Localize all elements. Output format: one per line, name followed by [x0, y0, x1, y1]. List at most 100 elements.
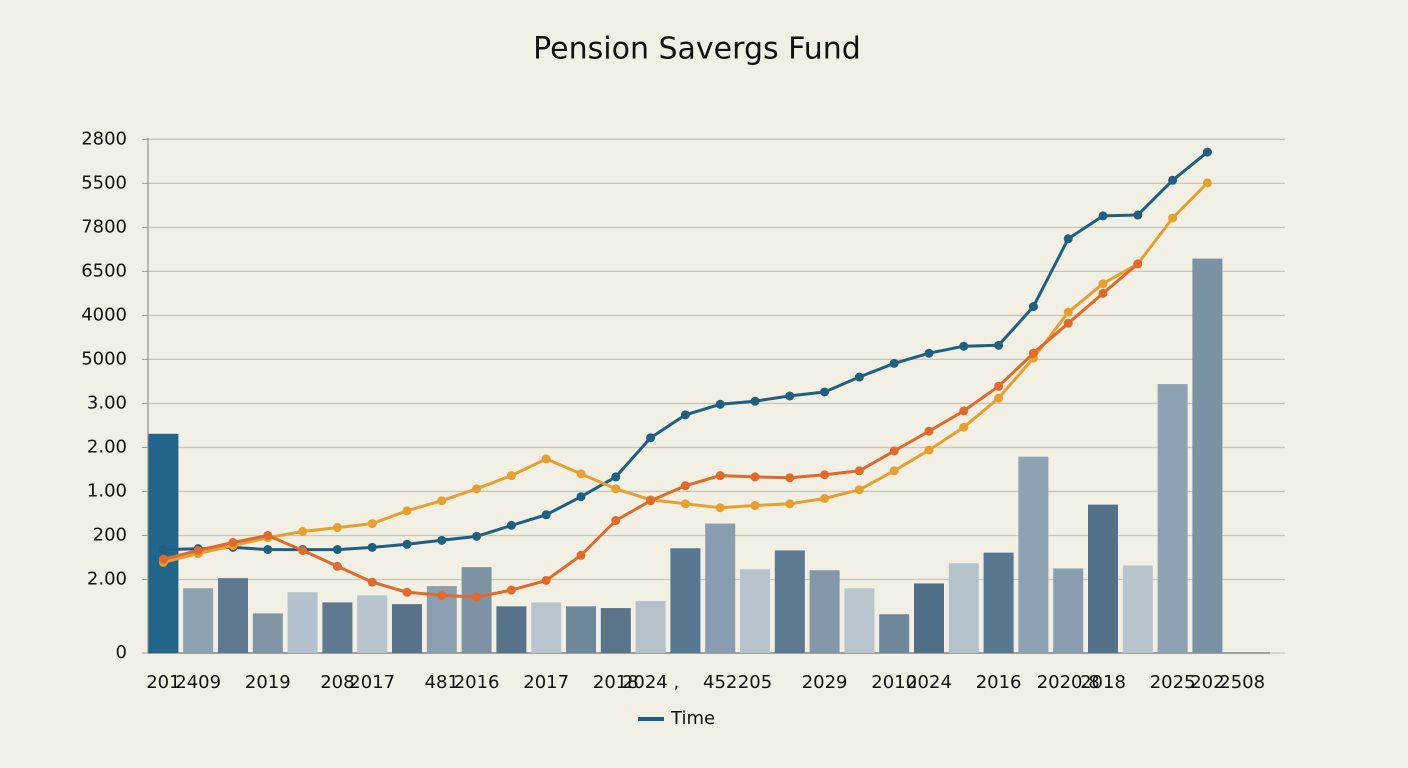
line-marker: [1098, 288, 1108, 298]
line-marker: [541, 510, 551, 520]
bar: [914, 583, 944, 653]
x-tick-label: 208: [320, 672, 354, 693]
x-tick-label: 2508: [1219, 672, 1265, 693]
bar: [252, 613, 283, 653]
bar: [1018, 456, 1049, 653]
bar: [392, 604, 422, 653]
x-tick-label: 2016: [454, 672, 500, 693]
line-marker: [889, 358, 899, 368]
x-tick-label: 2018: [1080, 672, 1126, 693]
line-marker: [715, 471, 725, 481]
line-marker: [1202, 178, 1212, 188]
line-marker: [332, 545, 342, 555]
x-tick-label: 2020.8: [1037, 672, 1100, 693]
bar: [809, 570, 840, 653]
line-marker: [785, 391, 795, 401]
line-marker: [750, 501, 760, 511]
line-marker: [959, 341, 969, 351]
x-tick-label: 2029: [802, 672, 848, 693]
line-marker: [472, 592, 482, 602]
line-marker: [506, 471, 516, 481]
line-marker: [1028, 302, 1038, 312]
y-tick-label: 2.00: [87, 436, 127, 457]
line-marker: [785, 473, 795, 483]
bar: [983, 552, 1014, 653]
x-tick-label: 2016: [976, 672, 1022, 693]
y-tick-label: 3.00: [87, 392, 127, 413]
line-marker: [889, 466, 899, 476]
bar: [740, 569, 770, 653]
line-marker: [1028, 348, 1038, 358]
line-marker: [332, 523, 342, 533]
x-tick-label: 2017: [349, 672, 395, 693]
line-marker: [820, 470, 830, 480]
line-marker: [750, 396, 760, 406]
line-marker: [437, 590, 447, 600]
line-marker: [402, 587, 412, 597]
x-tick-label: 2024: [906, 672, 952, 693]
bar: [600, 608, 631, 653]
line-marker: [298, 527, 308, 537]
line-marker: [402, 506, 412, 516]
x-tick-label: 2409: [175, 672, 221, 693]
line-marker: [367, 542, 377, 552]
x-tick-label: 2025: [1150, 672, 1196, 693]
bar: [844, 588, 875, 653]
line-marker: [263, 545, 273, 555]
line-marker: [158, 545, 168, 555]
line-marker: [193, 545, 203, 555]
bar: [183, 588, 214, 653]
line-marker: [506, 585, 516, 595]
bar: [1053, 568, 1084, 653]
line-marker: [472, 531, 482, 541]
line-marker: [611, 472, 621, 482]
line-marker: [889, 446, 899, 456]
line-marker: [1168, 213, 1178, 223]
y-tick-label: 0: [116, 642, 127, 663]
line-marker: [263, 530, 273, 540]
line-marker: [576, 550, 586, 560]
line-marker: [367, 577, 377, 587]
y-tick-label: 2800: [81, 128, 127, 149]
line-marker: [1098, 211, 1108, 221]
bar: [496, 606, 527, 653]
x-tick-label: 2010: [871, 672, 917, 693]
bar: [218, 578, 248, 653]
x-tick-label: 202: [1190, 672, 1224, 693]
x-tick-label: 2017: [523, 672, 569, 693]
line-marker: [924, 426, 934, 436]
bar: [635, 601, 666, 653]
line-marker: [959, 422, 969, 432]
line-marker: [437, 535, 447, 545]
y-tick-label: 5500: [81, 172, 127, 193]
bar: [461, 567, 492, 653]
bar: [670, 548, 701, 653]
line-marker: [1098, 279, 1108, 289]
x-tick-label: 452: [703, 672, 737, 693]
line-marker: [1168, 175, 1178, 185]
line-marker: [472, 484, 482, 494]
line-marker: [854, 466, 864, 476]
bar: [948, 563, 979, 653]
y-tick-label: 2.00: [87, 568, 127, 589]
line-marker: [646, 433, 656, 443]
bar: [531, 602, 562, 653]
bar: [879, 614, 910, 653]
line-marker: [332, 561, 342, 571]
bar: [357, 595, 388, 653]
line-marker: [298, 545, 308, 555]
line-marker: [715, 503, 725, 513]
line-marker: [1063, 318, 1073, 328]
line-marker: [576, 492, 586, 502]
line-marker: [1133, 259, 1143, 269]
line-marker: [785, 499, 795, 509]
line-marker: [541, 575, 551, 585]
line-marker: [402, 539, 412, 549]
bar: [705, 523, 736, 653]
x-tick-label: 2024 ,: [622, 672, 679, 693]
line-marker: [1202, 147, 1212, 157]
line-marker: [611, 516, 621, 526]
line-marker: [715, 399, 725, 409]
line-marker: [820, 387, 830, 397]
